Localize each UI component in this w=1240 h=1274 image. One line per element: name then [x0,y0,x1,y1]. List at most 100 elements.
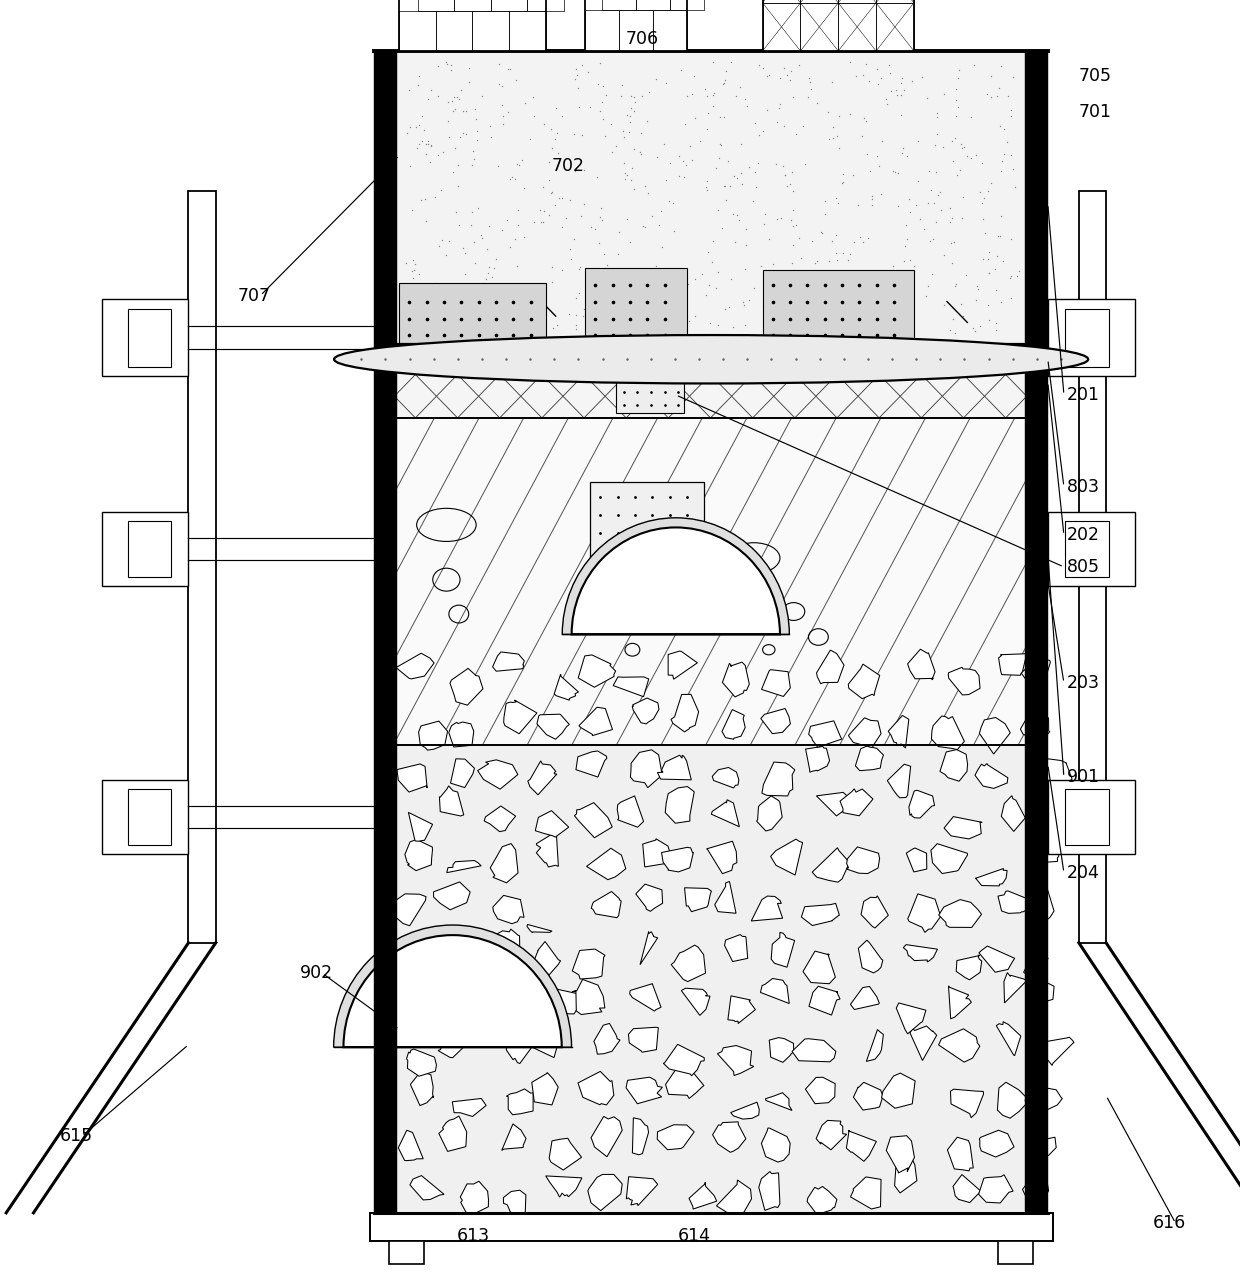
Point [444,87,464,107]
Point [697,171,717,191]
Point [620,232,640,252]
Point [492,220,512,241]
Ellipse shape [334,335,1089,383]
Polygon shape [491,929,520,954]
Polygon shape [527,925,552,933]
Point [428,55,448,75]
Point [754,214,774,234]
Point [951,138,971,158]
Point [822,299,842,320]
Point [934,245,954,265]
Polygon shape [998,891,1030,913]
Point [720,52,740,73]
Point [773,155,792,176]
Point [893,138,913,158]
Bar [399,283,546,344]
Point [749,55,769,75]
Point [941,130,961,150]
Point [409,66,429,87]
Polygon shape [438,1033,471,1057]
Point [825,303,844,324]
Point [702,252,722,273]
Text: 204: 204 [1066,864,1100,882]
Point [615,163,635,183]
Text: 702: 702 [552,157,585,175]
Point [422,317,441,338]
Point [1003,66,1023,87]
Point [720,176,740,196]
Point [811,222,831,242]
Point [435,246,455,266]
Point [487,288,507,308]
Point [492,94,512,115]
Polygon shape [713,1122,745,1152]
Point [444,101,464,121]
Point [719,297,739,317]
Point [841,243,861,264]
Polygon shape [940,749,967,781]
Point [505,169,525,190]
Point [870,68,890,88]
Polygon shape [931,716,965,749]
Point [883,256,903,276]
Point [573,125,593,145]
Polygon shape [980,1130,1014,1157]
Polygon shape [808,721,842,748]
Point [872,130,892,150]
Point [946,79,966,99]
Point [709,134,729,154]
Bar [838,0,875,3]
Point [665,220,684,241]
Point [946,274,966,294]
Point [455,243,475,264]
Point [987,246,1007,266]
Point [898,229,918,250]
Bar [603,0,636,9]
Point [405,254,425,274]
Point [976,223,996,243]
Point [438,92,458,112]
Point [978,242,998,262]
Text: 803: 803 [1066,478,1100,496]
Polygon shape [1032,1088,1063,1112]
Point [603,261,622,282]
Point [477,240,497,260]
Point [799,68,818,88]
Point [611,85,631,106]
Point [890,104,910,125]
Polygon shape [668,651,697,679]
Point [673,306,693,326]
Point [543,317,563,338]
Point [978,262,998,283]
Point [827,250,847,270]
Point [972,248,992,269]
Point [724,166,744,186]
Polygon shape [446,976,474,1008]
Polygon shape [460,1181,489,1217]
Point [697,85,717,106]
Point [993,251,1013,271]
Point [930,182,950,203]
Point [662,192,682,213]
Point [769,301,789,321]
Point [942,208,962,228]
Polygon shape [722,710,745,739]
Text: 203: 203 [1066,674,1100,692]
Point [446,87,466,107]
Point [516,285,536,306]
Point [978,181,998,201]
Polygon shape [453,1098,486,1116]
Text: 701: 701 [1079,103,1112,121]
Point [694,79,714,99]
Point [784,234,804,255]
Point [624,178,644,199]
Point [531,322,551,343]
Point [714,73,734,93]
Point [766,154,786,175]
Point [569,97,589,117]
Text: 613: 613 [458,1227,490,1245]
Bar [619,9,653,51]
Polygon shape [908,894,941,933]
Polygon shape [931,843,967,874]
Point [970,182,990,203]
